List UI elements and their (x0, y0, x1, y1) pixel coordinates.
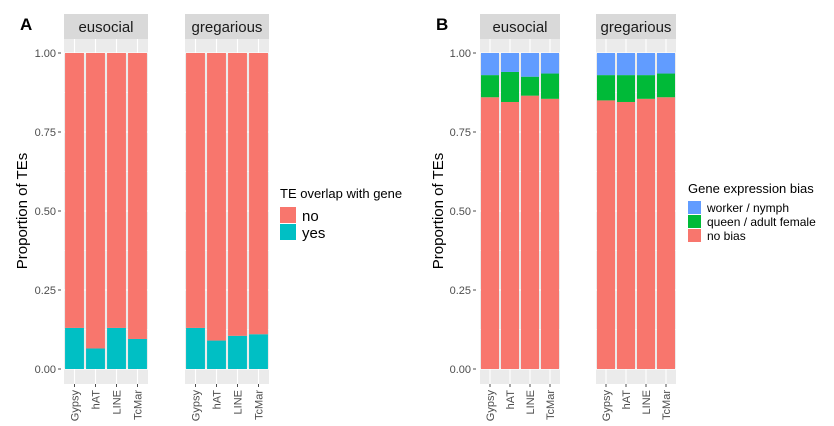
x-tick-label: LINE (233, 390, 245, 414)
y-tick-label: 0.50 (450, 206, 471, 218)
bar-segment-worker-nymph (637, 53, 655, 76)
panel-letter: B (436, 15, 448, 34)
bar-segment-yes (207, 340, 226, 369)
y-tick-label: 0.25 (450, 285, 471, 297)
bar-segment-no-bias (637, 98, 655, 369)
bar-segment-no (186, 53, 205, 328)
bar-segment-no-bias (521, 95, 539, 369)
x-tick-label: LINE (525, 390, 537, 414)
facet-strip-label: gregarious (192, 19, 263, 36)
bar-segment-worker-nymph (541, 53, 559, 74)
bar-segment-worker-nymph (597, 53, 615, 76)
x-tick-label: Gypsy (70, 390, 82, 421)
facet-strip (185, 14, 269, 39)
bar-segment-yes (186, 327, 205, 369)
legend-key (688, 201, 701, 214)
legend-label: worker / nymph (706, 201, 789, 215)
legend-key (688, 229, 701, 242)
bar-segment-no (128, 53, 147, 339)
bar-segment-queen-adult-female (501, 71, 519, 102)
bar-segment-yes (86, 348, 105, 369)
bar-segment-no (228, 53, 247, 336)
legend-key (280, 224, 296, 240)
x-tick-label: TcMar (254, 390, 266, 420)
x-tick-label: LINE (641, 390, 653, 414)
y-tick-label: 0.50 (35, 206, 56, 218)
bar-segment-no (249, 53, 268, 335)
x-tick-label: TcMar (545, 390, 557, 420)
bar-segment-yes (228, 335, 247, 369)
bar-segment-no (65, 53, 84, 328)
bar-segment-no (207, 53, 226, 341)
bar-segment-queen-adult-female (637, 75, 655, 99)
x-tick-label: Gypsy (601, 390, 613, 421)
bar-segment-queen-adult-female (481, 75, 499, 98)
bar-segment-no-bias (481, 97, 499, 370)
bar-segment-yes (65, 327, 84, 369)
bar-segment-worker-nymph (657, 53, 675, 74)
x-tick-label: hAT (212, 390, 224, 410)
bar-segment-yes (128, 338, 147, 369)
bar-segment-worker-nymph (481, 53, 499, 76)
legend-title: TE overlap with gene (280, 186, 402, 201)
x-tick-label: Gypsy (485, 390, 497, 421)
panel-letter: A (20, 15, 32, 34)
y-tick-label: 1.00 (35, 48, 56, 60)
facet-strip-label: eusocial (78, 19, 133, 36)
bar-segment-no-bias (501, 101, 519, 369)
x-tick-label: TcMar (661, 390, 673, 420)
facet-strip (480, 14, 560, 39)
y-tick-label: 0.00 (35, 364, 56, 376)
bar-segment-queen-adult-female (521, 76, 539, 96)
bar-segment-yes (249, 334, 268, 369)
panel-a: A Proportion of TEs 0.00 0.25 0.50 0.75 1.00 eu… (14, 14, 402, 421)
panel-b: B Proportion of TEs 0.00 0.25 0.50 0.75 1.00 eu… (430, 14, 816, 421)
bar-segment-no-bias (541, 98, 559, 369)
legend-label: queen / adult female (707, 215, 816, 229)
y-tick-label: 0.75 (35, 127, 56, 139)
bar-segment-worker-nymph (501, 53, 519, 72)
legend-key (280, 207, 296, 223)
facet-strip-label: gregarious (601, 19, 672, 36)
legend-key (688, 215, 701, 228)
facet-strip (596, 14, 676, 39)
y-tick-label: 1.00 (450, 48, 471, 60)
bar-segment-no (86, 53, 105, 349)
x-tick-label: TcMar (133, 390, 145, 420)
y-axis-label: Proportion of TEs (14, 153, 31, 269)
y-tick-label: 0.75 (450, 127, 471, 139)
bar-segment-no (107, 53, 126, 328)
y-tick-label: 0.00 (450, 364, 471, 376)
legend-title: Gene expression bias (688, 181, 814, 196)
x-tick-label: LINE (112, 390, 124, 414)
legend-label: no bias (707, 229, 746, 243)
y-tick-label: 0.25 (35, 285, 56, 297)
bar-segment-queen-adult-female (541, 73, 559, 99)
x-tick-label: hAT (505, 390, 517, 410)
bar-segment-yes (107, 327, 126, 369)
x-tick-label: Gypsy (191, 390, 203, 421)
legend-label: no (302, 208, 319, 225)
bar-segment-worker-nymph (521, 53, 539, 77)
bar-segment-queen-adult-female (617, 75, 635, 102)
bar-segment-queen-adult-female (657, 73, 675, 98)
x-tick-label: hAT (621, 390, 633, 410)
bar-segment-worker-nymph (617, 53, 635, 76)
legend-label: yes (302, 225, 325, 242)
facet-strip-label: eusocial (492, 19, 547, 36)
bar-segment-queen-adult-female (597, 75, 615, 101)
y-axis-label: Proportion of TEs (430, 153, 447, 269)
bar-segment-no-bias (657, 97, 675, 370)
bar-segment-no-bias (617, 101, 635, 369)
bar-segment-no-bias (597, 100, 615, 370)
facet-strip (64, 14, 148, 39)
x-tick-label: hAT (91, 390, 103, 410)
